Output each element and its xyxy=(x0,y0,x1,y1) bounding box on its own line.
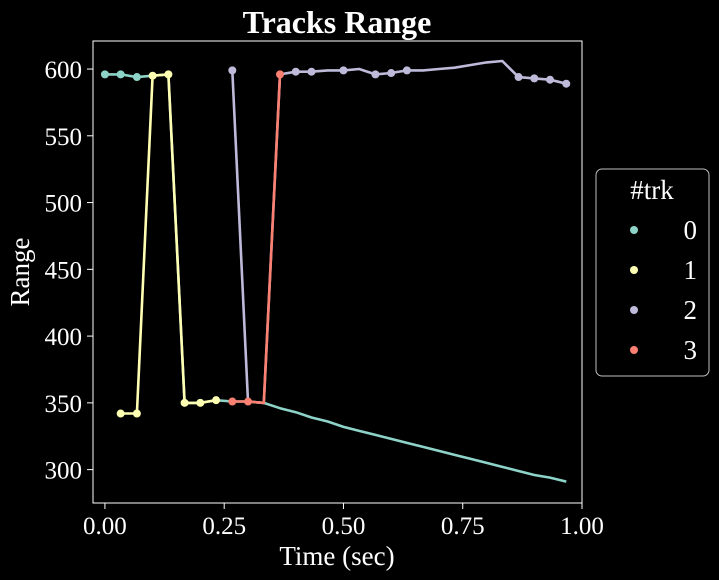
legend-label: 0 xyxy=(684,215,698,245)
legend-label: 3 xyxy=(684,335,698,365)
chart-title: Tracks Range xyxy=(243,4,432,40)
legend-title: #trk xyxy=(630,175,674,205)
y-tick-label: 500 xyxy=(45,191,83,218)
x-tick-label: 0.25 xyxy=(202,513,246,540)
series-line-3 xyxy=(232,74,282,405)
data-point xyxy=(562,79,571,88)
series-layer xyxy=(100,59,571,483)
x-axis-label: Time (sec) xyxy=(279,541,394,571)
data-point xyxy=(148,71,157,80)
data-point xyxy=(387,69,396,78)
legend-label: 2 xyxy=(684,295,698,325)
data-point xyxy=(371,70,380,79)
series-1 xyxy=(116,70,221,418)
series-line-2 xyxy=(231,59,567,405)
data-point xyxy=(228,66,237,75)
data-point xyxy=(291,67,300,76)
data-point xyxy=(180,398,189,407)
data-point xyxy=(228,397,237,406)
x-tick-label: 0.50 xyxy=(322,513,366,540)
data-point xyxy=(212,396,221,405)
plot-frame xyxy=(92,40,583,504)
y-tick-label: 400 xyxy=(45,324,83,351)
data-point xyxy=(132,409,141,418)
data-point xyxy=(116,70,125,79)
series-line-0 xyxy=(104,73,567,483)
y-axis-label: Range xyxy=(5,237,35,306)
x-tick-label: 1.00 xyxy=(560,513,604,540)
data-point xyxy=(276,70,285,79)
legend-marker-2 xyxy=(630,306,638,314)
legend: #trk 0 1 2 3 xyxy=(595,168,710,377)
legend-marker-0 xyxy=(630,226,638,234)
x-tick-label: 0.75 xyxy=(441,513,485,540)
axis-layer: 0.00 0.25 0.50 0.75 1.00 300 350 400 450 500 550 60… xyxy=(45,57,604,540)
data-point xyxy=(196,398,205,407)
data-point xyxy=(514,73,523,82)
series-3 xyxy=(228,70,285,406)
y-tick-label: 450 xyxy=(45,257,83,284)
legend-box xyxy=(595,168,710,377)
legend-marker-3 xyxy=(630,346,638,354)
y-tick-label: 550 xyxy=(45,124,83,151)
data-point xyxy=(100,70,109,79)
y-tick-label: 600 xyxy=(45,57,83,84)
x-tick-label: 0.00 xyxy=(83,513,127,540)
data-point xyxy=(307,67,316,76)
data-point xyxy=(339,66,348,75)
data-point xyxy=(116,409,125,418)
y-tick-label: 350 xyxy=(45,391,83,418)
data-point xyxy=(546,75,555,84)
data-point xyxy=(402,66,411,75)
legend-label: 1 xyxy=(684,255,698,285)
data-point xyxy=(132,73,141,82)
data-point xyxy=(530,74,539,83)
series-2 xyxy=(228,59,571,405)
data-point xyxy=(164,70,173,79)
data-point xyxy=(244,397,253,406)
y-tick-label: 300 xyxy=(45,458,83,485)
series-line-1 xyxy=(120,73,217,415)
legend-marker-1 xyxy=(630,266,638,274)
